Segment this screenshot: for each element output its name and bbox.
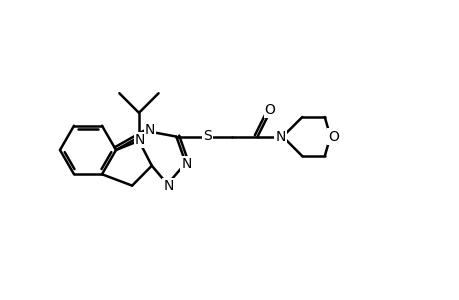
Text: N: N — [163, 179, 174, 193]
Text: S: S — [202, 129, 211, 142]
Text: N: N — [181, 157, 191, 171]
Text: N: N — [275, 130, 285, 144]
Text: O: O — [327, 130, 338, 144]
Text: N: N — [134, 133, 145, 147]
Text: N: N — [144, 124, 155, 137]
Text: O: O — [264, 103, 275, 117]
